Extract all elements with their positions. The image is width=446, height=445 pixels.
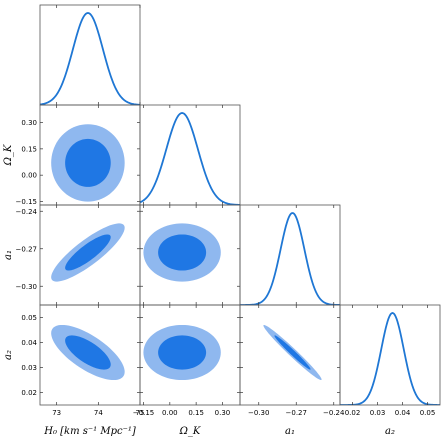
x-axis-title-H0: H₀ [km s⁻¹ Mpc⁻¹] (43, 426, 136, 437)
x-tick-label-a1: −0.24 (323, 409, 345, 417)
y-tick-label-a2: 0.05 (21, 314, 37, 322)
marginal-panel-OmegaK (140, 112, 240, 205)
marginal-curve-a2 (340, 312, 440, 405)
x-tick-label-a2: 0.04 (395, 409, 411, 417)
marginal-curve-OmegaK (140, 112, 240, 205)
contour-panel-OmegaK-a1 (143, 223, 221, 282)
y-tick-label-a1: −0.24 (16, 208, 38, 216)
marginal-panel-a1 (240, 212, 340, 305)
y-axis-title-a1: a₁ (3, 250, 14, 260)
x-tick-label-a2: 0.03 (370, 409, 386, 417)
y-tick-label-OmegaK: −0.15 (16, 198, 37, 206)
y-tick-label-a2: 0.02 (21, 389, 37, 397)
x-tick-label-a2: 0.05 (420, 409, 436, 417)
y-tick-label-a1: −0.30 (16, 283, 37, 291)
x-tick-label-H0: 74 (94, 409, 103, 417)
marginal-panel-H0 (40, 12, 140, 105)
x-tick-label-a1: −0.30 (248, 409, 269, 417)
marginal-curve-H0 (40, 12, 140, 105)
x-tick-label-OmegaK: 0.30 (215, 409, 231, 417)
x-tick-label-OmegaK: 0.15 (188, 409, 204, 417)
y-axis-title-OmegaK: Ω_K (3, 144, 14, 166)
contour-inner-H0-OmegaK (65, 138, 111, 187)
marginal-panel-a2 (340, 312, 440, 405)
panel-frame (339, 304, 441, 406)
contour-inner-a1-a2 (274, 335, 311, 370)
y-tick-label-a2: 0.03 (21, 364, 37, 372)
x-tick-label-a2: 0.02 (345, 409, 361, 417)
contour-panel-H0-OmegaK (51, 124, 125, 202)
x-tick-label-OmegaK: −0.15 (133, 409, 154, 417)
marginal-curve-a1 (240, 212, 340, 305)
contour-inner-H0-a1 (65, 234, 111, 271)
panel-frame (239, 204, 341, 306)
y-tick-label-OmegaK: 0.30 (21, 119, 37, 127)
y-tick-label-a2: 0.04 (21, 339, 37, 347)
x-axis-title-a2: a₂ (385, 426, 395, 437)
y-tick-label-a1: −0.27 (16, 245, 37, 253)
x-tick-label-OmegaK: 0.00 (162, 409, 178, 417)
contour-inner-H0-a2 (65, 335, 111, 370)
x-axis-title-OmegaK: Ω_K (179, 426, 201, 437)
contour-panel-OmegaK-a2 (143, 324, 221, 381)
y-axis-title-a2: a₂ (3, 350, 14, 360)
x-tick-label-H0: 75 (136, 409, 145, 417)
contour-panel-H0-a2 (51, 324, 125, 381)
y-tick-label-OmegaK: 0.15 (21, 145, 37, 153)
contour-panel-H0-a1 (51, 223, 125, 282)
contour-panel-a1-a2 (263, 324, 322, 381)
x-axis-title-a1: a₁ (285, 426, 295, 437)
contour-inner-OmegaK-a2 (158, 335, 207, 370)
x-tick-label-H0: 73 (52, 409, 61, 417)
y-tick-label-OmegaK: 0.00 (21, 172, 37, 180)
panel-frame (139, 104, 241, 206)
x-tick-label-a1: −0.27 (286, 409, 307, 417)
contour-inner-OmegaK-a1 (158, 234, 207, 271)
panel-frame (39, 4, 141, 106)
